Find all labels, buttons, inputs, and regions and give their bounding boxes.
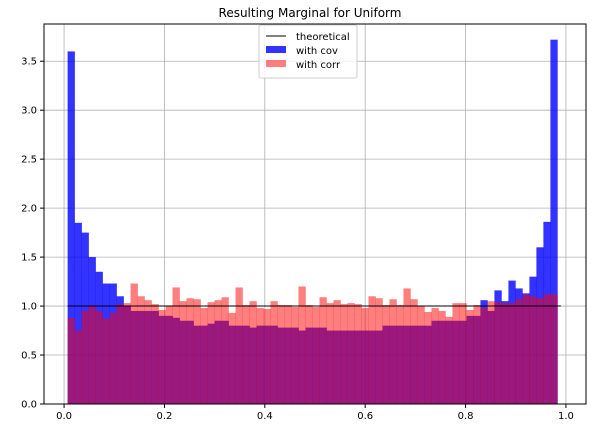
legend-corr-label: with corr: [296, 60, 341, 71]
bar: [410, 299, 418, 404]
bar: [109, 312, 117, 404]
bar: [263, 309, 271, 404]
bar: [81, 310, 89, 404]
bar: [88, 306, 96, 404]
bar: [144, 300, 152, 404]
bar: [95, 310, 103, 404]
bar: [221, 297, 229, 404]
bar: [487, 301, 495, 404]
bar: [214, 300, 222, 404]
y-tick-label: 0.0: [21, 400, 37, 411]
x-tick-label: 0.8: [458, 411, 474, 422]
x-tick-label: 0.2: [156, 411, 172, 422]
bar: [347, 303, 355, 404]
bar: [67, 51, 75, 405]
bar: [452, 303, 460, 404]
bar: [480, 308, 488, 404]
bar: [284, 305, 292, 404]
bar: [186, 298, 194, 404]
y-tick-label: 2.0: [21, 204, 37, 215]
bar: [508, 303, 516, 404]
bar: [543, 294, 551, 404]
bar: [137, 296, 145, 404]
bar: [228, 312, 236, 404]
bar: [74, 222, 82, 404]
bar: [529, 296, 537, 404]
bar: [270, 301, 278, 404]
bar: [389, 299, 397, 404]
bar: [522, 294, 530, 404]
bar: [74, 330, 82, 404]
y-tick-label: 0.5: [21, 351, 37, 362]
bar: [326, 303, 334, 404]
y-tick-label: 1.0: [21, 302, 37, 313]
bar: [165, 306, 173, 404]
bar: [550, 294, 558, 404]
bar: [396, 305, 404, 404]
bar: [431, 308, 439, 404]
y-tick-label: 2.5: [21, 155, 37, 166]
y-tick-label: 3.5: [21, 57, 37, 68]
y-tick-label: 1.5: [21, 253, 37, 264]
legend-cov-swatch: [266, 46, 286, 53]
bar: [515, 299, 523, 404]
bar: [102, 318, 110, 404]
bar: [193, 299, 201, 404]
bar: [424, 311, 432, 404]
bar: [417, 306, 425, 404]
bar: [172, 287, 180, 404]
tick-labels: 0.0 0.2 0.4 0.6 0.8 1.0 0.0 0.5 1.0 1.5 2.0 2.5 3.0 3…: [21, 57, 574, 422]
bar: [354, 304, 362, 404]
bar: [207, 302, 215, 404]
bar: [277, 305, 285, 404]
axes: [43, 23, 587, 405]
legend: theoretical with cov with corr: [258, 24, 358, 79]
bar: [536, 298, 544, 404]
x-tick-label: 1.0: [558, 411, 574, 422]
bar: [123, 303, 131, 404]
bar: [445, 316, 453, 404]
bar: [312, 307, 320, 404]
bar: [242, 305, 250, 404]
bar: [466, 309, 474, 404]
bar: [501, 303, 509, 404]
bar: [235, 287, 243, 404]
bar: [130, 283, 138, 404]
bar: [305, 305, 313, 404]
legend-theoretical-label: theoretical: [296, 32, 350, 43]
bar: [291, 307, 299, 404]
bar: [375, 298, 383, 404]
bar: [494, 302, 502, 404]
bar: [340, 304, 348, 404]
legend-cov-label: with cov: [296, 46, 338, 57]
bar: [361, 308, 369, 404]
bar: [116, 304, 124, 404]
bar: [459, 303, 467, 404]
series-with-corr: [67, 283, 558, 404]
bar: [333, 300, 341, 404]
y-tick-label: 3.0: [21, 106, 37, 117]
bar: [256, 308, 264, 404]
bar: [200, 308, 208, 404]
bar: [403, 288, 411, 404]
bar: [368, 296, 376, 404]
bar: [158, 309, 166, 404]
bar: [298, 286, 306, 404]
x-tick-label: 0.6: [357, 411, 373, 422]
bar: [319, 297, 327, 404]
x-tick-label: 0.0: [56, 411, 72, 422]
bar: [550, 39, 558, 404]
x-tick-label: 0.4: [257, 411, 273, 422]
bar: [473, 305, 481, 404]
bar: [382, 305, 390, 404]
bar: [67, 317, 75, 404]
legend-corr-swatch: [266, 60, 286, 67]
bar: [249, 301, 257, 404]
plot-frame: [43, 23, 587, 405]
chart-title: Resulting Marginal for Uniform: [219, 6, 402, 20]
bar: [151, 304, 159, 404]
bar: [179, 301, 187, 404]
bar: [438, 310, 446, 404]
